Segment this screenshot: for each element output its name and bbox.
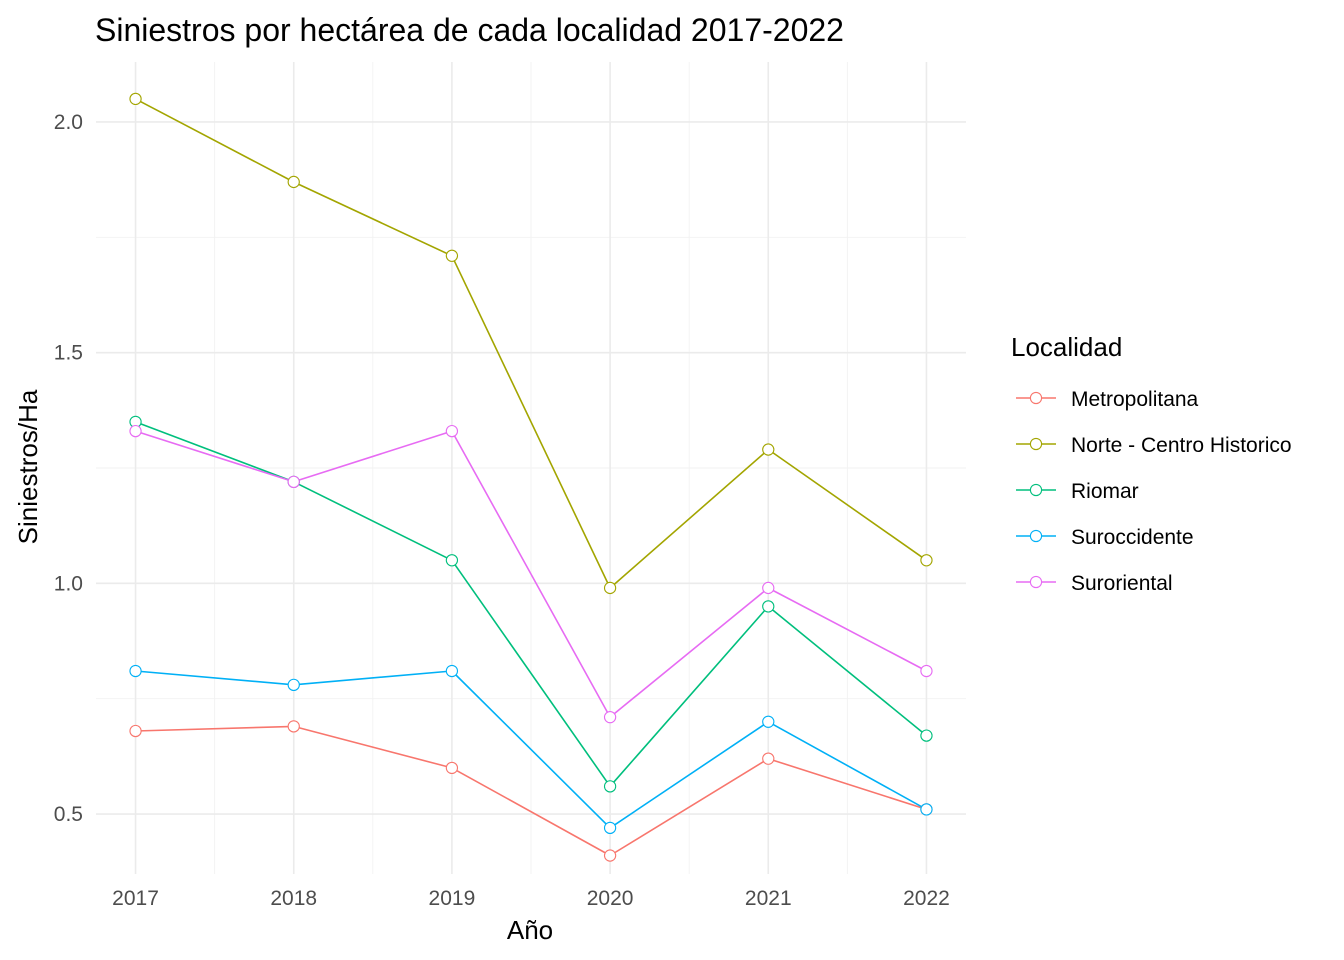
legend-key-point xyxy=(1029,529,1043,543)
legend: Localidad Metropolitana Norte - Centro Hi… xyxy=(1011,332,1292,595)
legend-key-point xyxy=(1029,391,1043,405)
data-point xyxy=(129,424,142,438)
data-point xyxy=(762,715,775,728)
y-tick-label: 1.5 xyxy=(54,342,83,365)
x-tick-label: 2018 xyxy=(270,887,317,910)
legend-item: Riomar xyxy=(1016,480,1139,503)
data-point xyxy=(603,821,617,835)
legend-label: Norte - Centro Historico xyxy=(1071,434,1292,457)
series-lines xyxy=(135,98,928,857)
series-line xyxy=(135,430,927,718)
y-tick-label: 1.0 xyxy=(54,572,83,595)
data-point xyxy=(603,780,617,793)
legend-key-point xyxy=(1029,437,1043,451)
legend-item: Suroriental xyxy=(1016,572,1173,595)
data-point xyxy=(287,678,300,691)
legend-key-point xyxy=(1029,575,1043,589)
data-point xyxy=(129,664,142,678)
data-point xyxy=(920,729,933,742)
data-point xyxy=(603,849,617,862)
series-line xyxy=(135,725,927,857)
data-point xyxy=(129,92,142,106)
data-point xyxy=(445,554,459,567)
series-line xyxy=(135,421,928,788)
legend-items: Metropolitana Norte - Centro Historico Rio… xyxy=(1016,388,1292,595)
data-point xyxy=(445,424,459,438)
y-tick-label: 0.5 xyxy=(54,803,83,826)
x-axis-ticks: 2017 2018 2019 2020 2021 2022 xyxy=(112,887,950,910)
x-axis-title: Año xyxy=(507,915,553,945)
data-point xyxy=(603,710,617,724)
data-point xyxy=(603,581,617,595)
series-points xyxy=(129,92,933,862)
y-axis-title: Siniestros/Ha xyxy=(13,389,43,544)
legend-label: Metropolitana xyxy=(1071,388,1199,411)
legend-item: Metropolitana xyxy=(1016,388,1199,411)
legend-key-point xyxy=(1029,483,1043,497)
y-tick-label: 2.0 xyxy=(54,111,83,134)
minor-gridlines xyxy=(96,62,966,874)
data-point xyxy=(287,475,300,488)
data-point xyxy=(287,720,300,733)
legend-title: Localidad xyxy=(1011,332,1122,362)
x-tick-label: 2017 xyxy=(112,887,159,910)
data-point xyxy=(287,175,300,189)
legend-item: Suroccidente xyxy=(1016,526,1194,549)
data-point xyxy=(762,581,775,595)
data-point xyxy=(920,664,933,678)
data-point xyxy=(920,554,933,567)
y-axis-ticks: 0.5 1.0 1.5 2.0 xyxy=(54,111,83,826)
data-point xyxy=(762,443,775,456)
data-point xyxy=(129,724,142,738)
legend-label: Riomar xyxy=(1071,480,1139,503)
data-point xyxy=(920,803,933,816)
x-tick-label: 2019 xyxy=(429,887,476,910)
data-point xyxy=(445,249,459,262)
data-point xyxy=(445,664,459,678)
legend-label: Suroccidente xyxy=(1071,526,1194,549)
x-tick-label: 2020 xyxy=(587,887,634,910)
legend-label: Suroriental xyxy=(1071,572,1173,595)
series-line xyxy=(135,98,927,589)
data-point xyxy=(762,600,775,613)
chart-title: Siniestros por hectárea de cada localida… xyxy=(95,12,844,48)
series-line xyxy=(135,670,927,829)
legend-item: Norte - Centro Historico xyxy=(1016,434,1292,457)
x-tick-label: 2021 xyxy=(745,887,792,910)
x-tick-label: 2022 xyxy=(903,887,950,910)
data-point xyxy=(445,761,459,775)
data-point xyxy=(762,752,775,765)
